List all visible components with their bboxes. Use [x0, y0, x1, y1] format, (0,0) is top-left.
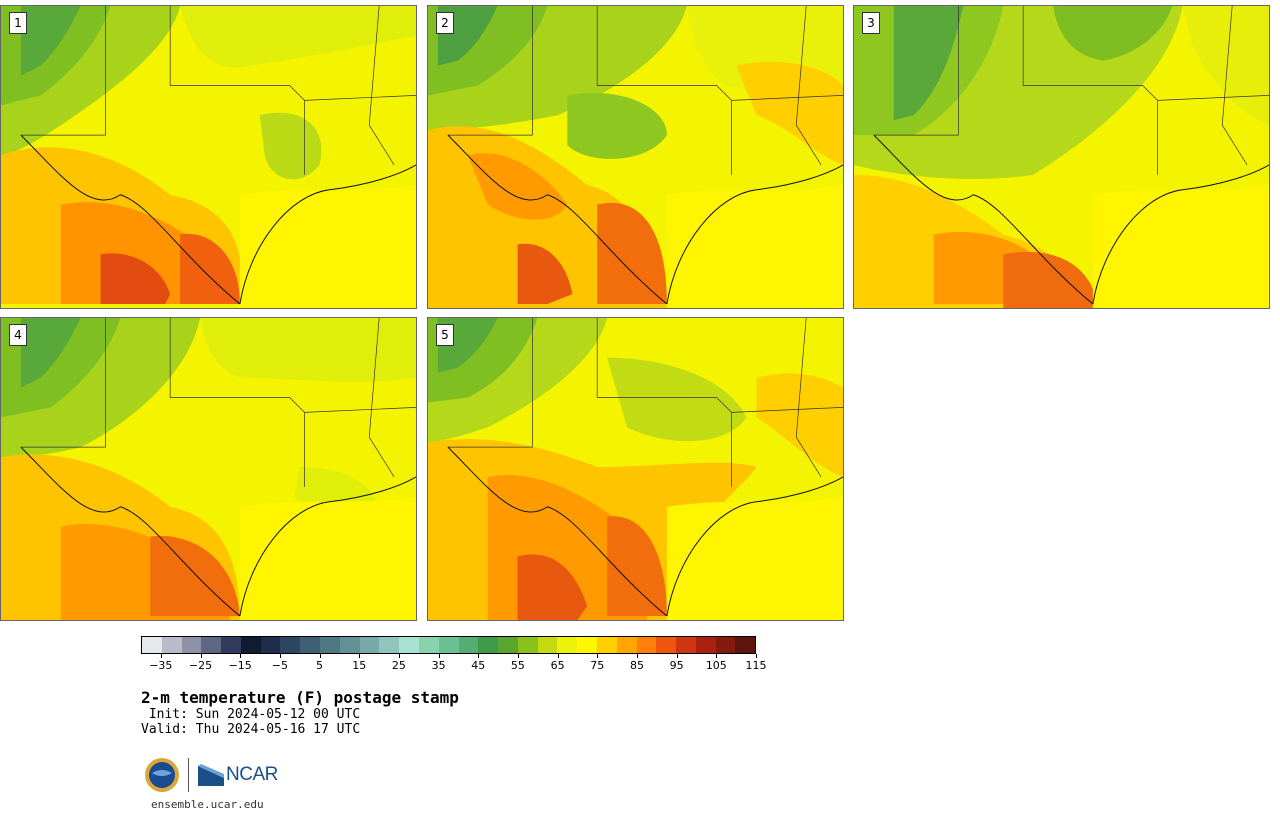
- temperature-colorbar: [141, 636, 756, 654]
- colorbar-segment: [537, 637, 558, 653]
- colorbar-tick: [359, 654, 361, 658]
- init-time: Init: Sun 2024-05-12 00 UTC: [141, 707, 361, 722]
- member-4-map: 4: [0, 317, 417, 621]
- member-label: 5: [436, 324, 454, 346]
- colorbar-ticks: −35 −25 −15 −5 5 15 25 35 45 55 65 75 85 95 105 115: [141, 654, 767, 674]
- colorbar-tick: [478, 654, 480, 658]
- member-label: 4: [9, 324, 27, 346]
- colorbar-segment: [656, 637, 677, 653]
- colorbar-segment: [517, 637, 538, 653]
- ncar-mark-icon: [198, 764, 224, 786]
- colorbar-segment: [616, 637, 637, 653]
- colorbar-tick-label: 105: [705, 659, 727, 672]
- colorbar-tick: [557, 654, 559, 658]
- colorbar-tick-label: 115: [745, 659, 767, 672]
- colorbar-tick: [597, 654, 599, 658]
- colorbar-segment: [676, 637, 696, 653]
- colorbar-segment: [695, 637, 716, 653]
- ncar-wordmark: NCAR: [226, 764, 278, 785]
- colorbar-segment: [596, 637, 617, 653]
- colorbar-tick-label: 85: [629, 659, 644, 672]
- colorbar-segment: [636, 637, 657, 653]
- colorbar-segment: [221, 637, 241, 653]
- colorbar-tick-label: −15: [228, 659, 252, 672]
- colorbar-tick-label: −5: [271, 659, 288, 672]
- colorbar-segment: [577, 637, 597, 653]
- colorbar-tick-label: 55: [510, 659, 525, 672]
- colorbar-segment: [339, 637, 360, 653]
- colorbar-tick-label: 35: [431, 659, 446, 672]
- colorbar-tick: [279, 654, 281, 658]
- member-3-map: 3: [853, 5, 1270, 309]
- colorbar-tick: [517, 654, 519, 658]
- colorbar-tick-label: 15: [352, 659, 367, 672]
- colorbar-segment: [498, 637, 518, 653]
- colorbar-tick-label: 65: [550, 659, 565, 672]
- colorbar-tick: [200, 654, 202, 658]
- member-5-map: 5: [427, 317, 844, 621]
- colorbar-segment: [418, 637, 439, 653]
- colorbar-segment: [557, 637, 578, 653]
- colorbar-segment: [181, 637, 202, 653]
- colorbar-tick-label: 45: [471, 659, 486, 672]
- colorbar-tick-label: 95: [669, 659, 684, 672]
- nsf-logo-icon: [145, 758, 179, 792]
- colorbar-segment: [715, 637, 736, 653]
- product-title: 2-m temperature (F) postage stamp: [141, 688, 459, 707]
- colorbar-segment: [438, 637, 459, 653]
- sponsor-logos: NCAR: [144, 756, 278, 794]
- colorbar-segment: [300, 637, 321, 653]
- colorbar-tick: [676, 654, 678, 658]
- colorbar-segment: [458, 637, 479, 653]
- colorbar-segment: [735, 637, 756, 653]
- colorbar-tick-label: −35: [149, 659, 173, 672]
- colorbar-segment: [379, 637, 400, 653]
- colorbar-segment: [142, 637, 162, 653]
- colorbar-tick: [160, 654, 162, 658]
- colorbar-tick-label: 25: [391, 659, 406, 672]
- colorbar-segment: [280, 637, 301, 653]
- member-label: 2: [436, 12, 454, 34]
- colorbar-segment: [478, 637, 499, 653]
- colorbar-tick-label: 5: [316, 659, 324, 672]
- colorbar-tick-label: −25: [188, 659, 213, 672]
- colorbar-segment: [399, 637, 419, 653]
- colorbar-tick: [756, 654, 757, 658]
- colorbar-segment: [201, 637, 222, 653]
- colorbar-segment: [260, 637, 281, 653]
- valid-time: Valid: Thu 2024-05-16 17 UTC: [141, 722, 361, 737]
- colorbar-tick: [398, 654, 400, 658]
- colorbar-segment: [359, 637, 380, 653]
- colorbar-tick: [636, 654, 638, 658]
- colorbar-segment: [240, 637, 261, 653]
- colorbar-segment: [161, 637, 182, 653]
- colorbar-tick: [716, 654, 718, 658]
- website-link[interactable]: ensemble.ucar.edu: [151, 798, 264, 811]
- colorbar-tick-label: 75: [590, 659, 605, 672]
- colorbar-tick: [438, 654, 440, 658]
- colorbar-tick: [240, 654, 242, 658]
- member-label: 1: [9, 12, 27, 34]
- colorbar-segment: [320, 637, 340, 653]
- member-label: 3: [862, 12, 880, 34]
- ncar-logo: NCAR: [198, 764, 278, 786]
- member-1-map: 1: [0, 5, 417, 309]
- member-2-map: 2: [427, 5, 844, 309]
- colorbar-tick: [319, 654, 321, 658]
- logo-divider: [188, 758, 189, 792]
